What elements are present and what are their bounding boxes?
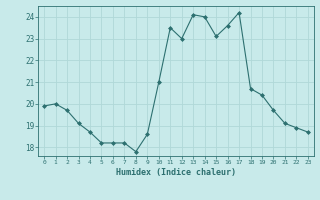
X-axis label: Humidex (Indice chaleur): Humidex (Indice chaleur) xyxy=(116,168,236,177)
